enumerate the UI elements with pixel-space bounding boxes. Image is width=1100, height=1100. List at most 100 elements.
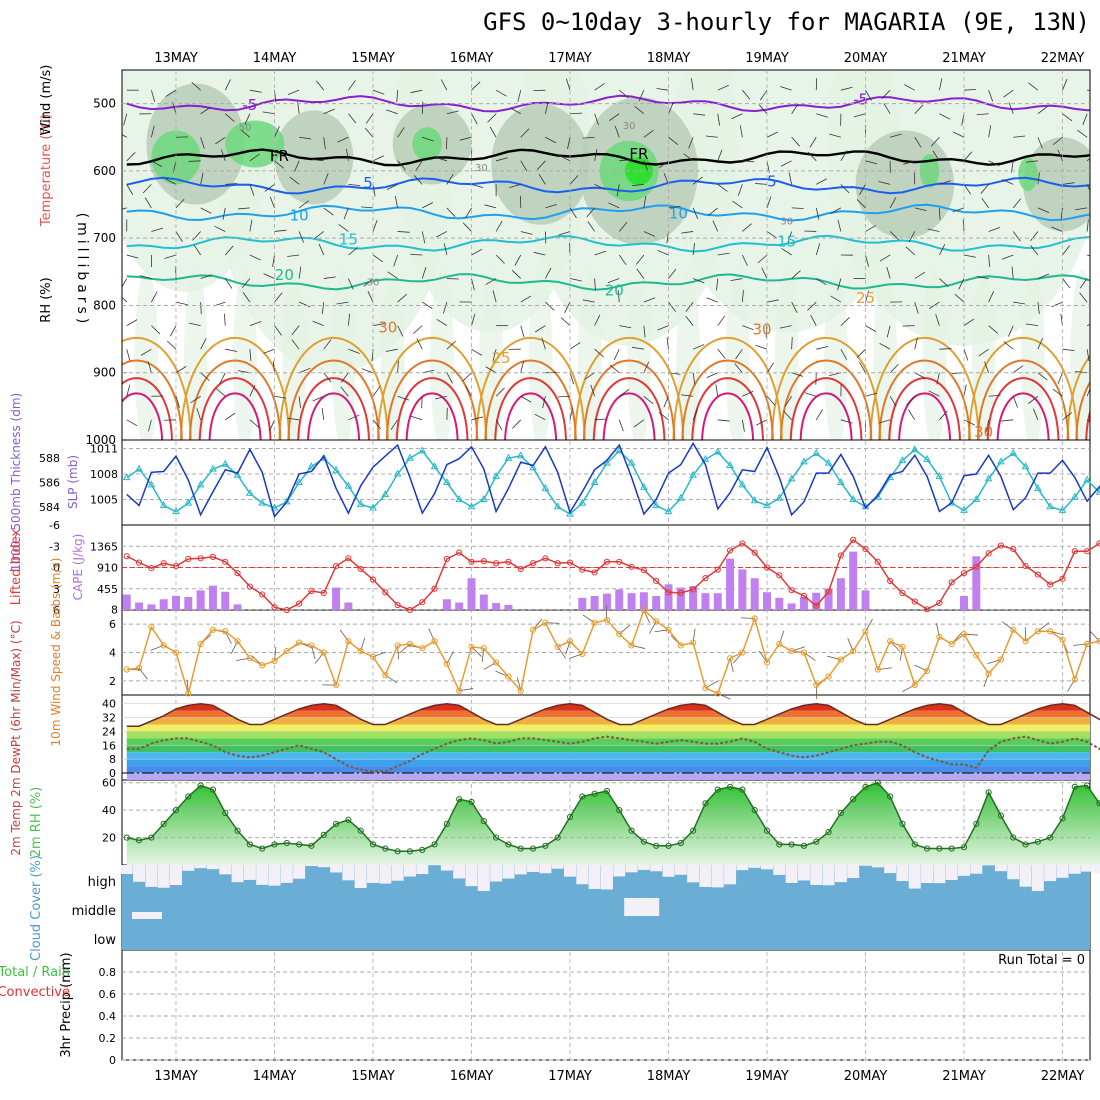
wind-barb (908, 231, 916, 243)
wind-barb (397, 231, 410, 233)
wind-barb (938, 78, 943, 91)
wind-barb (668, 301, 677, 312)
wind-barb (200, 207, 212, 214)
wind-barb (715, 384, 719, 397)
day-label-top: 22MAY (1041, 51, 1085, 66)
day-label-bottom: 18MAY (647, 1069, 691, 1084)
wind-barb (436, 318, 448, 326)
wind-speed-point (677, 642, 684, 649)
lifted-index-point (1010, 545, 1017, 553)
lifted-index-point (1059, 575, 1066, 582)
wind-barb (865, 254, 869, 267)
cloud-clear-high (958, 865, 970, 876)
cloud-clear-high (280, 865, 293, 883)
wind-barb (225, 412, 236, 421)
thickness-point (997, 457, 1005, 465)
wind-barb (1062, 412, 1073, 421)
wind-barb (367, 291, 374, 303)
wind-barb (976, 113, 989, 116)
rh-shading (479, 269, 504, 440)
lifted-index-point (135, 559, 143, 566)
lifted-index-point (406, 606, 414, 614)
wind-barb (323, 173, 329, 185)
isotherm-label: -5 (242, 96, 257, 114)
wind-barb (766, 131, 778, 138)
cloud-clear-high (219, 865, 232, 875)
rh-tick: 20 (102, 832, 116, 845)
rh-shading (774, 269, 799, 440)
thickness-point (159, 501, 168, 509)
temp-tick: 8 (109, 753, 116, 766)
isotherm-30 (122, 359, 183, 440)
wind-barb (928, 390, 940, 397)
isotherm-label: 30 (753, 321, 772, 339)
wind-barb (485, 278, 497, 285)
wind-barb (348, 247, 358, 256)
wind-speed-point (394, 642, 401, 649)
wind-barb (586, 207, 595, 218)
isotherm-label: 5 (363, 174, 373, 192)
wind-barb (545, 204, 557, 209)
cloud-clear-high (1031, 865, 1044, 891)
wind-speed-point (800, 649, 808, 656)
wind-barb (492, 290, 497, 303)
wind-barb (755, 183, 768, 185)
wind-barb (865, 89, 872, 101)
wind-barb (291, 339, 300, 350)
wind-barb (123, 113, 128, 126)
wind-barb (706, 372, 718, 378)
wind-barb (495, 254, 505, 264)
wind-barb (742, 89, 751, 100)
lifted-tick: 3 (53, 583, 60, 596)
thickness-point (307, 462, 316, 470)
lifted-index-point (887, 577, 894, 585)
wind-barb (564, 301, 571, 313)
lifted-index-point (197, 555, 204, 562)
wind-barb (446, 340, 456, 350)
slp-ylabel: SLP (mb) (66, 455, 80, 509)
rh2m-point (640, 838, 647, 845)
wind-barb (569, 112, 583, 115)
wind-barb (272, 360, 275, 373)
wind-barb (634, 105, 645, 115)
wind-barb (643, 160, 649, 173)
cloud-clear-high (797, 865, 810, 881)
rh-label: 30 (475, 163, 488, 174)
rh2m-point (456, 796, 463, 803)
day-label-top: 16MAY (450, 51, 494, 66)
wind-barb (340, 386, 349, 397)
lifted-index-point (222, 558, 229, 565)
wind-barb (122, 278, 128, 288)
wind-barb (446, 207, 456, 217)
thickness-point (972, 494, 981, 502)
rh2m-point (1096, 800, 1100, 807)
temp-tick: 16 (102, 739, 116, 752)
wind-barb (1052, 388, 1063, 397)
wind-barb (988, 325, 999, 334)
wind-barb (446, 173, 454, 185)
wind-barb (215, 136, 226, 145)
rh-shading (233, 269, 257, 440)
rh2m-point (776, 841, 783, 848)
cloud-clear-high (416, 865, 429, 875)
rh-shading (922, 269, 947, 440)
wind-speed-point (936, 633, 943, 641)
rh2m-point (529, 845, 537, 852)
wind-barb (200, 137, 205, 149)
thickness-tick: 584 (39, 501, 60, 514)
rh2m-line (126, 781, 1100, 853)
wind-barb (865, 325, 877, 332)
thickness-point (750, 496, 759, 504)
wind-barb (903, 84, 915, 91)
wind-barb (988, 394, 1001, 397)
wind-barb (1037, 337, 1043, 350)
wind-barb (717, 315, 726, 326)
wind-barb (471, 416, 484, 421)
rh-shading (430, 269, 454, 440)
temp-tick: 40 (102, 698, 116, 711)
wind-barb (663, 396, 669, 408)
cloud-clear-high (1044, 865, 1057, 882)
wind-barb (361, 368, 374, 374)
wind-barb (520, 395, 532, 403)
wind-speed-point (320, 649, 327, 656)
